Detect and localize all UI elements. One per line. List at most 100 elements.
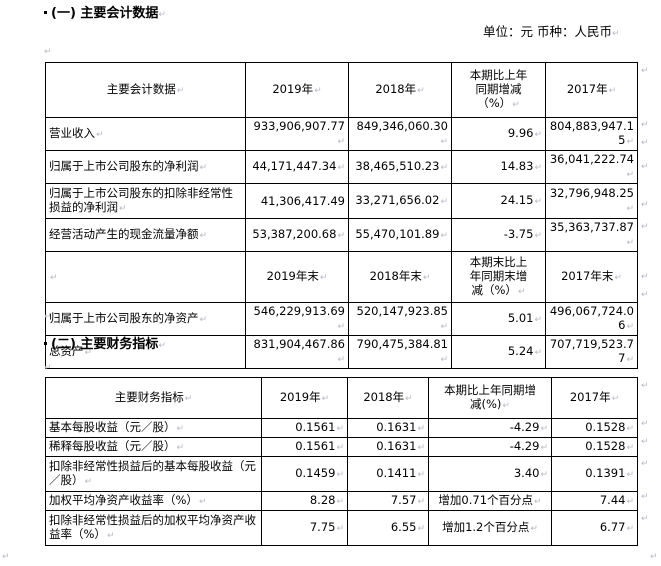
table-row: 加权平均净资产收益率（%）↵ 8.28↵ 7.57↵ 增加0.71个百分点↵ 7… (45, 491, 638, 511)
cell-paragraph-mark: ↵ (336, 470, 344, 480)
header-change-line1: 本期比上年同期增 (444, 383, 536, 397)
cell-paragraph-mark: ↵ (626, 497, 634, 507)
cell-2017: 0.1528↵ (551, 418, 638, 438)
table-main-accounting-data: 主要会计数据↵ 2019年↵ 2018年↵ 本期比上年 同期增减 （%）↵ 20… (45, 62, 638, 369)
cell-2017: 496,067,724.06↵ (545, 302, 638, 336)
unit-text: 单位：元 币种：人民币 (483, 24, 612, 39)
cell-paragraph-mark: ↵ (199, 163, 208, 173)
cell-2018: 55,470,101.89↵ (348, 218, 452, 252)
cell-paragraph-mark: ↵ (337, 163, 345, 173)
row-label: 加权平均净资产收益率（%）↵ (45, 491, 262, 511)
cell-2018: 790,475,384.81↵ (348, 335, 452, 369)
cell-paragraph-mark: ↵ (534, 163, 542, 173)
cell-change: 5.24↵ (451, 335, 546, 369)
cell-paragraph-mark: ↵ (176, 443, 185, 453)
cell-2019: 0.1561↵ (261, 437, 348, 457)
cell-2018: 520,147,923.85↵ (348, 302, 452, 336)
cell-change: 增加0.71个百分点↵ (428, 491, 552, 511)
table-row-header: 主要会计数据↵ 2019年↵ 2018年↵ 本期比上年 同期增减 （%）↵ 20… (45, 62, 638, 118)
cell-paragraph-mark: ↵ (336, 443, 344, 453)
cell-paragraph-mark: ↵ (176, 424, 185, 434)
subheader-cell-empty: ↵ (45, 251, 246, 303)
cell-paragraph-mark: ↵ (96, 130, 104, 140)
cell-change: -3.75↵ (451, 218, 546, 252)
row-label: 基本每股收益（元／股）↵ (45, 418, 262, 438)
cell-2018: 7.57↵ (347, 491, 429, 511)
cell-paragraph-mark: ↵ (199, 315, 208, 325)
row-end-mark: ↵ (641, 66, 649, 76)
header-cell-2019: 2019年↵ (261, 377, 348, 419)
cell-paragraph-mark: ↵ (405, 394, 413, 404)
table-row: 稀释每股收益（元／股）↵ 0.1561↵ 0.1631↵ -4.29↵ 0.15… (45, 437, 638, 457)
cell-paragraph-mark: ↵ (626, 238, 634, 248)
cell-2017: 0.1528↵ (551, 437, 638, 457)
cell-2019: 831,904,467.86↵ (245, 335, 349, 369)
cell-paragraph-mark: ↵ (530, 524, 538, 534)
cell-paragraph-mark: ↵ (321, 394, 330, 404)
subheader-cell-2018-end: 2018年末↵ (348, 251, 452, 303)
currency-unit-line: 单位：元 币种：人民币↵ (483, 24, 620, 42)
cell-paragraph-mark: ↵ (119, 204, 127, 214)
paragraph-mark-icon: ↵ (158, 10, 166, 20)
cell-2018: 6.55↵ (347, 510, 429, 546)
row-end-mark: ↵ (641, 272, 649, 282)
table-row: 总资产↵ 831,904,467.86↵ 790,475,384.81↵ 5.2… (45, 335, 638, 369)
table-main-financial-indicators: 主要财务指标↵ 2019年↵ 2018年↵ 本期比上年同期增 减(%)↵ 201… (45, 377, 638, 546)
cell-paragraph-mark: ↵ (502, 401, 510, 411)
table-row: 经营活动产生的现金流量净额↵ 53,387,200.68↵ 55,470,101… (45, 218, 638, 252)
subheader-cell-2019-end: 2019年末↵ (245, 251, 349, 303)
section1-title: (一) 主要会计数据 (51, 6, 159, 21)
cell-paragraph-mark: ↵ (608, 86, 617, 96)
section-heading-accounting-data: (一) 主要会计数据↵ (44, 6, 166, 23)
cell-2018: 38,465,510.23↵ (348, 150, 452, 184)
section-heading-financial-indicators: (二) 主要财务指标↵ (44, 337, 166, 354)
cell-2018: 33,271,656.02↵ (348, 183, 452, 219)
empty-paragraph-mark-2: ↵ (44, 312, 52, 322)
cell-paragraph-mark: ↵ (540, 470, 548, 480)
cell-paragraph-mark: ↵ (534, 315, 542, 325)
cell-2019: 0.1459↵ (261, 456, 348, 492)
empty-paragraph-mark-5: ↵ (650, 552, 658, 562)
cell-paragraph-mark: ↵ (417, 497, 425, 507)
cell-paragraph-mark: ↵ (184, 394, 193, 404)
cell-2017: 32,796,948.25↵ (545, 183, 638, 219)
cell-paragraph-mark: ↵ (417, 470, 425, 480)
cell-paragraph-mark: ↵ (440, 355, 448, 365)
header-cell-2017: 2017年↵ (551, 377, 638, 419)
cell-paragraph-mark: ↵ (417, 524, 425, 534)
cell-2017: 7.44↵ (551, 491, 638, 511)
row-label: 经营活动产生的现金流量净额↵ (45, 218, 246, 252)
section2-title: (二) 主要财务指标 (51, 337, 159, 352)
header-change-line2: 同期增减 (475, 82, 522, 96)
table-row-subheader: ↵ 2019年末↵ 2018年末↵ 本期末比上 年同期末增 减（%）↵ 2017… (45, 251, 638, 303)
cell-paragraph-mark: ↵ (84, 477, 93, 487)
row-end-mark: ↵ (641, 492, 649, 502)
cell-paragraph-mark: ↵ (422, 273, 431, 283)
cell-paragraph-mark: ↵ (540, 443, 548, 453)
header-cell-metric: 主要财务指标↵ (45, 377, 262, 419)
cell-paragraph-mark: ↵ (336, 424, 344, 434)
subheader-change-line1: 本期末比上 (469, 255, 528, 269)
header-cell-2019: 2019年↵ (245, 62, 349, 118)
row-end-mark: ↵ (641, 222, 649, 232)
cell-paragraph-mark: ↵ (534, 497, 542, 507)
cell-paragraph-mark: ↵ (440, 163, 448, 173)
cell-paragraph-mark: ↵ (626, 204, 634, 214)
empty-paragraph-mark-1: ↵ (44, 47, 52, 57)
cell-2017: 0.1391↵ (551, 456, 638, 492)
cell-paragraph-mark: ↵ (614, 273, 622, 283)
cell-change: 24.15↵ (451, 183, 546, 219)
cell-paragraph-mark: ↵ (534, 348, 542, 358)
cell-2017: 707,719,523.77↵ (545, 335, 638, 369)
cell-paragraph-mark: ↵ (106, 531, 115, 541)
cell-change: 9.96↵ (451, 117, 546, 151)
cell-paragraph-mark: ↵ (626, 524, 634, 534)
header-change-line3: （%）↵ (477, 96, 520, 110)
row-end-mark: ↵ (641, 514, 649, 524)
row-label: 归属于上市公司股东的净资产↵ (45, 302, 246, 336)
table-row: 归属于上市公司股东的净利润↵ 44,171,447.34↵ 38,465,510… (45, 150, 638, 184)
row-label: 扣除非经常性损益后的基本每股收益（元／股）↵ (45, 456, 262, 492)
header-change-line1: 本期比上年 (469, 68, 528, 82)
header-cell-metric: 主要会计数据↵ (45, 62, 246, 118)
